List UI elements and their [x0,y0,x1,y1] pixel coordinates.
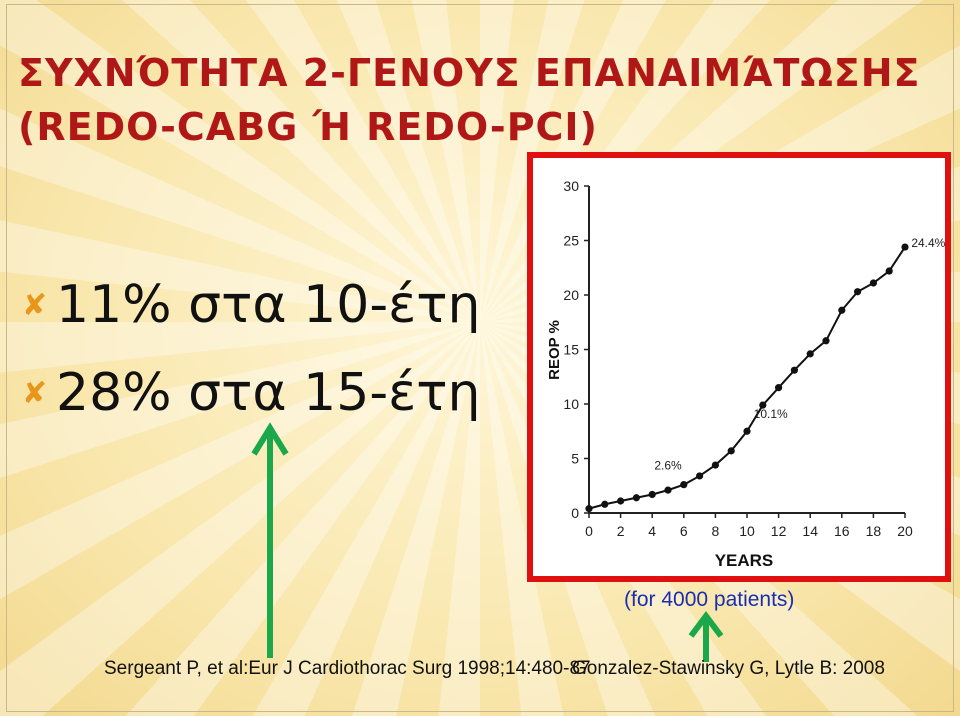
bullet-text-1: 11% στα 10-έτη [56,275,481,335]
up-arrow-icon [251,422,289,658]
data-label: 10.1% [754,407,788,421]
data-point [711,461,719,469]
y-tick-label: 5 [571,451,579,467]
x-tick-label: 10 [739,523,755,539]
x-mark-icon: ✘ [22,375,48,411]
x-tick-label: 16 [834,523,850,539]
x-tick-label: 4 [648,523,656,539]
data-point [854,288,862,296]
data-point [617,497,625,505]
data-point [885,267,893,275]
x-tick-label: 20 [897,523,913,539]
data-point [648,490,656,499]
x-tick-label: 2 [617,523,625,539]
data-point [680,481,688,489]
reference-right: Gonzalez-Stawinsky G, Lytle B: 2008 [572,658,885,679]
series-line [588,246,906,510]
y-tick-label: 20 [563,287,579,303]
y-tick-label: 0 [571,505,579,521]
data-point [696,472,704,480]
x-tick-label: 18 [866,523,882,539]
data-point [869,279,877,287]
y-tick-label: 10 [563,396,579,412]
title-line-2: (REDO-CABG Ή REDO-PCI) [18,105,598,149]
data-point [901,243,909,251]
data-point [838,306,846,314]
x-tick-label: 14 [802,523,818,539]
bullet-item-2: ✘ 28% στα 15-έτη [22,360,480,426]
reference-left: Sergeant P, et al:Eur J Cardiothorac Sur… [104,658,591,679]
data-point [585,505,593,513]
y-axis-label: REOP % [546,320,563,380]
chart-series: 2.6% 10.1% 24.4% [585,236,946,513]
data-point [727,447,735,455]
data-point [822,337,830,345]
x-tick-label: 0 [585,523,593,539]
chart-frame: 0 5 10 15 20 25 30 0 2 4 6 8 10 12 14 16 18 20 2.6% 10.1% 2… [527,152,951,582]
y-tick-label: 30 [563,178,579,194]
data-point [775,384,783,392]
y-tick-label: 25 [563,233,579,249]
data-label: 2.6% [654,458,682,472]
data-point [806,350,814,358]
x-tick-label: 12 [771,523,787,539]
x-tick-label: 8 [712,523,720,539]
up-arrow-small-icon [688,611,724,662]
data-point [759,401,767,409]
x-mark-icon: ✘ [22,287,48,323]
x-axis-label: YEARS [715,551,774,570]
data-point [632,494,640,502]
patients-note: (for 4000 patients) [624,588,795,611]
bullet-item-1: ✘ 11% στα 10-έτη [22,272,480,338]
data-point [790,366,798,374]
slide-frame [6,4,954,712]
chart-axes: 0 5 10 15 20 25 30 0 2 4 6 8 10 12 14 16 18 20 [563,178,913,539]
bullet-list: ✘ 11% στα 10-έτη ✘ 28% στα 15-έτη [22,272,480,448]
slide-title: ΣΥΧΝΌΤΗΤΑ 2-ΓΕΝΟΥΣ ΕΠΑΝΑΙΜΆΤΩΣΗΣ (REDO-C… [18,46,921,154]
data-point [601,500,609,508]
data-point [664,486,672,494]
x-tick-label: 6 [680,523,688,539]
y-tick-label: 15 [563,342,579,358]
bullet-text-2: 28% στα 15-έτη [56,363,481,423]
data-point [743,427,751,435]
title-line-1: ΣΥΧΝΌΤΗΤΑ 2-ΓΕΝΟΥΣ ΕΠΑΝΑΙΜΆΤΩΣΗΣ [18,51,921,95]
data-label: 24.4% [911,236,945,250]
